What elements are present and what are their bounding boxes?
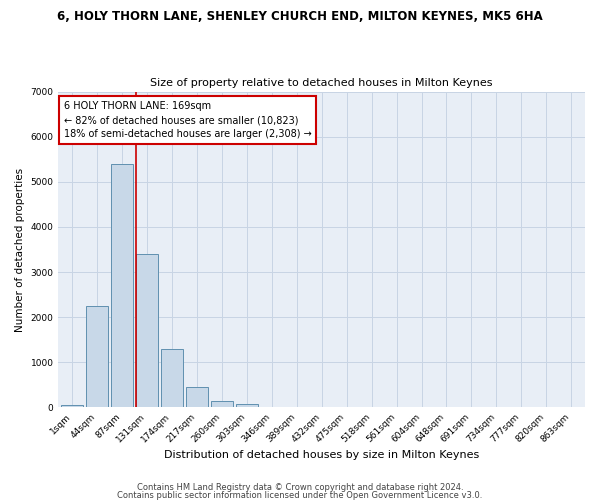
- Text: Contains public sector information licensed under the Open Government Licence v3: Contains public sector information licen…: [118, 490, 482, 500]
- Bar: [211, 400, 233, 407]
- Text: 6 HOLY THORN LANE: 169sqm
← 82% of detached houses are smaller (10,823)
18% of s: 6 HOLY THORN LANE: 169sqm ← 82% of detac…: [64, 101, 311, 139]
- X-axis label: Distribution of detached houses by size in Milton Keynes: Distribution of detached houses by size …: [164, 450, 479, 460]
- Bar: [111, 164, 133, 408]
- Bar: [86, 306, 109, 408]
- Text: Contains HM Land Registry data © Crown copyright and database right 2024.: Contains HM Land Registry data © Crown c…: [137, 484, 463, 492]
- Bar: [136, 254, 158, 408]
- Bar: [61, 405, 83, 407]
- Text: 6, HOLY THORN LANE, SHENLEY CHURCH END, MILTON KEYNES, MK5 6HA: 6, HOLY THORN LANE, SHENLEY CHURCH END, …: [57, 10, 543, 23]
- Title: Size of property relative to detached houses in Milton Keynes: Size of property relative to detached ho…: [151, 78, 493, 88]
- Bar: [185, 387, 208, 407]
- Bar: [236, 404, 258, 407]
- Bar: [161, 349, 183, 408]
- Y-axis label: Number of detached properties: Number of detached properties: [15, 168, 25, 332]
